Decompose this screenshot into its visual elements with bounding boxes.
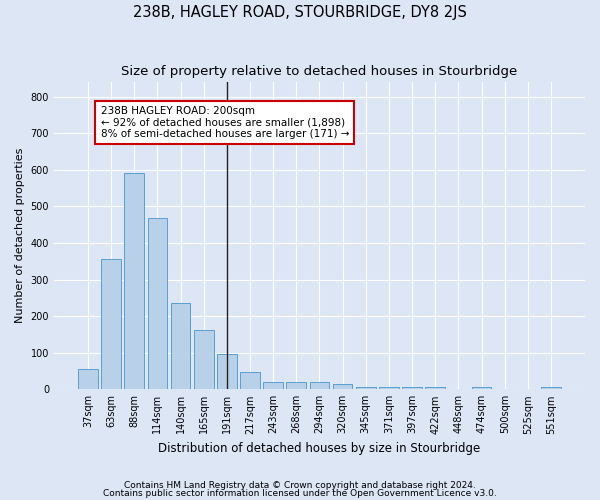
- Text: Contains public sector information licensed under the Open Government Licence v3: Contains public sector information licen…: [103, 489, 497, 498]
- X-axis label: Distribution of detached houses by size in Stourbridge: Distribution of detached houses by size …: [158, 442, 481, 455]
- Bar: [472, 388, 491, 390]
- Bar: [148, 218, 167, 390]
- Bar: [240, 372, 260, 390]
- Bar: [217, 354, 236, 390]
- Bar: [263, 382, 283, 390]
- Bar: [379, 388, 399, 390]
- Bar: [425, 388, 445, 390]
- Text: 238B, HAGLEY ROAD, STOURBRIDGE, DY8 2JS: 238B, HAGLEY ROAD, STOURBRIDGE, DY8 2JS: [133, 5, 467, 20]
- Text: 238B HAGLEY ROAD: 200sqm
← 92% of detached houses are smaller (1,898)
8% of semi: 238B HAGLEY ROAD: 200sqm ← 92% of detach…: [101, 106, 349, 139]
- Title: Size of property relative to detached houses in Stourbridge: Size of property relative to detached ho…: [121, 65, 518, 78]
- Y-axis label: Number of detached properties: Number of detached properties: [15, 148, 25, 324]
- Bar: [101, 260, 121, 390]
- Text: Contains HM Land Registry data © Crown copyright and database right 2024.: Contains HM Land Registry data © Crown c…: [124, 480, 476, 490]
- Bar: [310, 382, 329, 390]
- Bar: [170, 302, 190, 390]
- Bar: [402, 388, 422, 390]
- Bar: [541, 388, 561, 390]
- Bar: [333, 384, 352, 390]
- Bar: [194, 330, 214, 390]
- Bar: [78, 369, 98, 390]
- Bar: [356, 388, 376, 390]
- Bar: [286, 382, 306, 390]
- Bar: [124, 174, 144, 390]
